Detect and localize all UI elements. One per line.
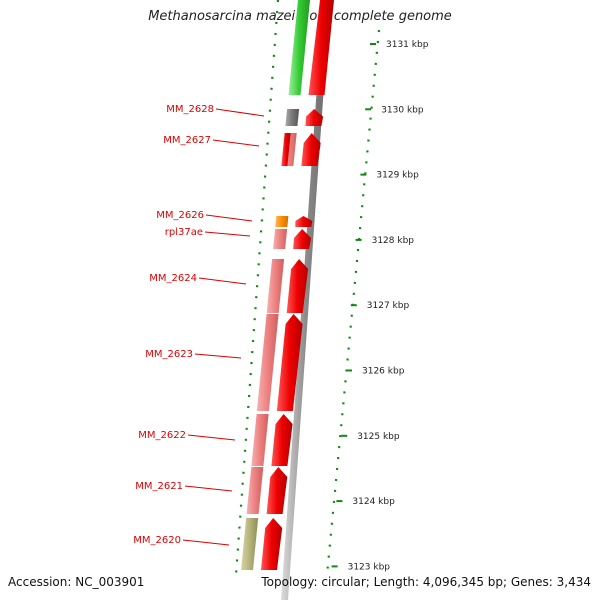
- tick-label: 3130 kbp: [381, 105, 424, 115]
- leader-line: [198, 277, 247, 285]
- gene-mm_2621[interactable]: [246, 467, 288, 514]
- gene-labels[interactable]: MM_2628 MM_2627 MM_2626 rpl37ae MM_2624 MM_26…: [133, 104, 265, 546]
- gene-mm_2626[interactable]: [275, 216, 313, 227]
- tick-label: 3129 kbp: [376, 171, 419, 181]
- gene-mm_2628[interactable]: [285, 109, 324, 126]
- tick-label: 3126 kbp: [362, 367, 405, 377]
- scale-tick: 3126 kbp: [346, 367, 405, 377]
- gene-inner-block[interactable]: [266, 259, 285, 313]
- leader-line: [204, 231, 251, 237]
- leader-line: [187, 434, 236, 441]
- gene-label-mm_2623[interactable]: MM_2623: [145, 349, 242, 360]
- leader-line: [205, 214, 253, 222]
- scale-tick: 3130 kbp: [365, 105, 424, 115]
- scale-tick: 3128 kbp: [355, 236, 415, 246]
- gene-label-text[interactable]: MM_2626: [156, 210, 204, 221]
- gene-label-text[interactable]: rpl37ae: [165, 227, 203, 238]
- gene-arrow[interactable]: [305, 109, 324, 126]
- gene-features[interactable]: [241, 0, 334, 570]
- gene-arrow[interactable]: [301, 133, 321, 166]
- gene-label-mm_2626[interactable]: MM_2626: [156, 210, 253, 222]
- gene-inner-block[interactable]: [251, 414, 269, 466]
- gene-inner-block[interactable]: [246, 467, 264, 514]
- gene-mm_2627[interactable]: [281, 133, 321, 166]
- leader-line: [212, 139, 260, 147]
- gene-arrow[interactable]: [276, 314, 303, 411]
- gene-feature-0[interactable]: [288, 0, 335, 95]
- tick-label: 3125 kbp: [357, 432, 400, 442]
- tick-label: 3124 kbp: [352, 497, 395, 507]
- gene-inner-block[interactable]: [288, 0, 311, 95]
- gene-mm_2622[interactable]: [251, 414, 293, 466]
- gene-label-rpl37ae[interactable]: rpl37ae: [165, 227, 251, 238]
- gene-label-mm_2624[interactable]: MM_2624: [149, 273, 247, 285]
- scale-tick: 3131 kbp: [370, 40, 429, 50]
- gene-label-mm_2620[interactable]: MM_2620: [133, 535, 230, 546]
- scale-tick: 3129 kbp: [360, 171, 419, 181]
- leader-line: [182, 539, 230, 546]
- gene-label-text[interactable]: MM_2620: [133, 535, 181, 546]
- topology-text: Topology: circular; Length: 4,096,345 bp…: [261, 575, 591, 589]
- scale-ticks: 3131 kbp 3130 kbp 3129 kbp 3128 kbp 3127 kbp…: [331, 40, 429, 572]
- gene-label-text[interactable]: MM_2622: [138, 430, 186, 441]
- gene-arrow[interactable]: [266, 467, 288, 514]
- leader-line: [184, 485, 233, 492]
- scale-tick: 3125 kbp: [341, 432, 400, 442]
- gene-rpl37ae[interactable]: [273, 229, 312, 249]
- gene-label-text[interactable]: MM_2628: [166, 104, 214, 115]
- scale-tick: 3124 kbp: [336, 497, 395, 507]
- accession-text: Accession: NC_003901: [8, 575, 145, 589]
- gene-label-text[interactable]: MM_2621: [135, 481, 183, 492]
- gene-label-mm_2622[interactable]: MM_2622: [138, 430, 236, 441]
- gene-label-text[interactable]: MM_2623: [145, 349, 193, 360]
- scale-tick: 3127 kbp: [350, 301, 410, 311]
- scale-tick: 3123 kbp: [331, 562, 391, 572]
- tick-label: 3128 kbp: [372, 236, 415, 246]
- gene-inner-block[interactable]: [256, 314, 279, 411]
- tick-label: 3123 kbp: [348, 562, 391, 572]
- gene-arrow[interactable]: [293, 229, 312, 249]
- gene-arrow[interactable]: [295, 216, 313, 227]
- gene-inner-block[interactable]: [275, 216, 289, 227]
- tick-label: 3127 kbp: [367, 301, 410, 311]
- gene-label-text[interactable]: MM_2627: [163, 135, 211, 146]
- gene-arrow[interactable]: [261, 518, 283, 570]
- gene-mm_2624[interactable]: [266, 259, 309, 313]
- gene-mm_2620[interactable]: [241, 518, 283, 570]
- gene-inner-block-half: [281, 133, 291, 166]
- gene-inner-block[interactable]: [285, 109, 300, 126]
- gene-arrow[interactable]: [271, 414, 293, 466]
- gene-inner-block[interactable]: [273, 229, 288, 249]
- gene-arrow[interactable]: [308, 0, 335, 95]
- gene-label-mm_2621[interactable]: MM_2621: [135, 481, 233, 492]
- leader-line: [215, 108, 265, 117]
- gene-inner-block[interactable]: [241, 518, 259, 570]
- gene-arrow[interactable]: [286, 259, 309, 313]
- tick-label: 3131 kbp: [386, 40, 429, 50]
- gene-label-mm_2627[interactable]: MM_2627: [163, 135, 260, 147]
- leader-line: [194, 353, 242, 359]
- gene-label-mm_2628[interactable]: MM_2628: [166, 104, 265, 117]
- gene-label-text[interactable]: MM_2624: [149, 273, 197, 284]
- gene-mm_2623[interactable]: [256, 314, 303, 411]
